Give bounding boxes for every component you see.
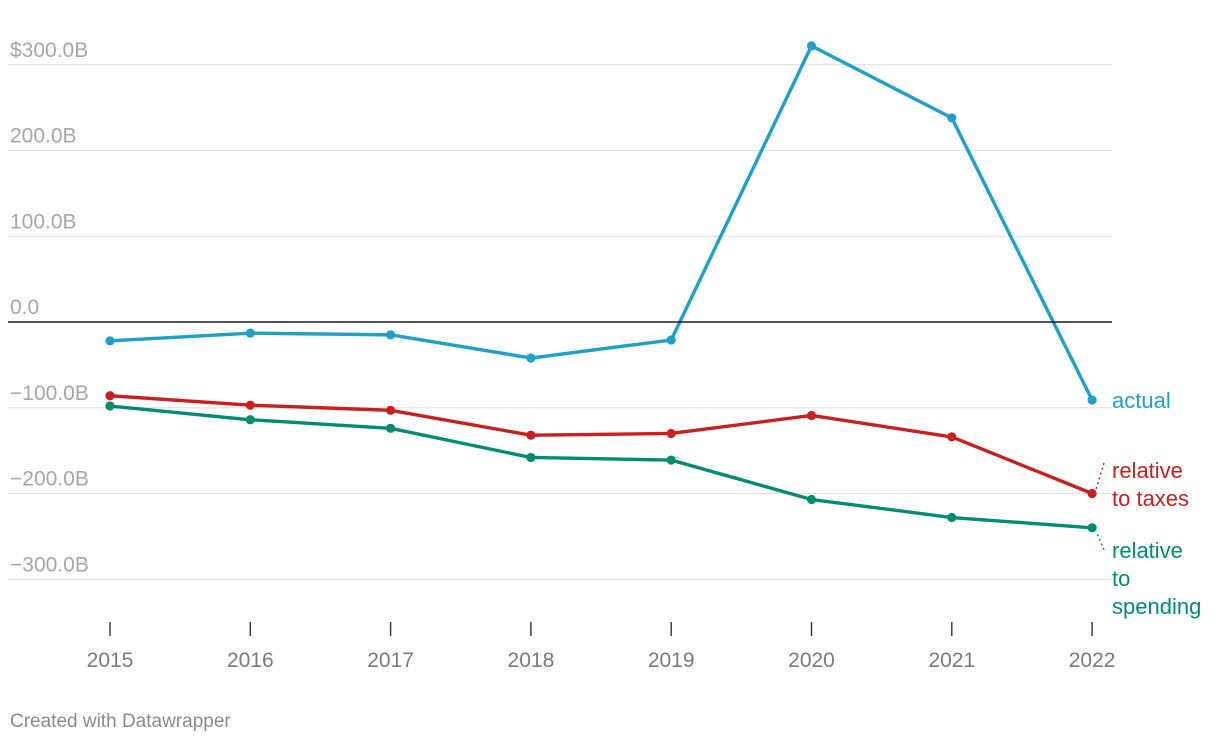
series-line-actual xyxy=(108,44,1094,402)
series-line-relative-to-spending xyxy=(108,404,1094,530)
x-tick-label: 2017 xyxy=(367,649,414,672)
y-tick-label: 200.0B xyxy=(10,125,77,148)
data-point-actual xyxy=(386,330,396,340)
data-point-relative-to-taxes xyxy=(947,432,957,442)
gridlines: $300.0B 200.0B 100.0B 0.0 −100.0B −200.0B −300… xyxy=(8,39,1112,580)
series-lines xyxy=(8,41,1112,533)
x-tick-label: 2019 xyxy=(648,649,695,672)
data-point-actual xyxy=(806,41,817,51)
data-point-relative-to-spending xyxy=(666,455,676,465)
data-point-relative-to-taxes xyxy=(245,400,255,410)
y-tick-label: 0.0 xyxy=(10,296,39,319)
label-connector-relative-to-spending xyxy=(1095,530,1105,551)
data-point-actual xyxy=(1087,395,1097,405)
line-chart: $300.0B 200.0B 100.0B 0.0 −100.0B −200.0B −300… xyxy=(8,39,1201,672)
data-point-relative-to-spending xyxy=(105,401,115,411)
y-tick-label: $300.0B xyxy=(10,39,88,62)
data-point-relative-to-spending xyxy=(386,423,396,433)
credit-footer: Created with Datawrapper xyxy=(10,711,231,732)
data-point-relative-to-taxes xyxy=(386,405,396,415)
series-label-relative-to-taxes: relative to taxes xyxy=(1112,458,1189,511)
series-labels: actual relative to taxes relative to spending xyxy=(1095,388,1201,619)
x-tick-label: 2021 xyxy=(928,649,975,672)
series-label-relative-to-spending: relative to spending xyxy=(1112,538,1201,619)
x-tick-label: 2016 xyxy=(227,649,274,672)
data-point-relative-to-spending xyxy=(806,494,817,505)
data-point-actual xyxy=(666,335,676,345)
data-point-relative-to-taxes xyxy=(526,430,536,440)
data-point-actual xyxy=(105,336,115,346)
label-connector-relative-to-taxes xyxy=(1095,462,1105,490)
data-point-relative-to-taxes xyxy=(666,428,676,439)
x-tick-label: 2015 xyxy=(87,649,134,672)
y-tick-label: −300.0B xyxy=(10,553,89,576)
x-tick-label: 2022 xyxy=(1069,649,1116,672)
x-tick-label: 2020 xyxy=(788,649,835,672)
data-point-relative-to-spending xyxy=(947,512,957,523)
data-point-relative-to-taxes xyxy=(806,410,817,421)
data-point-actual xyxy=(245,328,255,338)
data-point-relative-to-taxes xyxy=(1087,488,1097,499)
series-line-relative-to-taxes xyxy=(108,394,1094,496)
data-point-actual xyxy=(947,113,957,123)
x-axis: 2015 2016 2017 2018 2019 2020 2021 2022 xyxy=(87,622,1116,672)
x-tick-label: 2018 xyxy=(508,649,555,672)
y-tick-label: −200.0B xyxy=(10,468,89,491)
y-tick-label: 100.0B xyxy=(10,210,77,233)
data-point-actual xyxy=(526,353,536,363)
data-point-relative-to-taxes xyxy=(105,391,115,401)
series-label-actual: actual xyxy=(1112,388,1171,413)
data-point-relative-to-spending xyxy=(245,415,255,425)
data-point-relative-to-spending xyxy=(526,452,536,463)
data-point-relative-to-spending xyxy=(1087,523,1097,533)
y-tick-label: −100.0B xyxy=(10,382,89,405)
